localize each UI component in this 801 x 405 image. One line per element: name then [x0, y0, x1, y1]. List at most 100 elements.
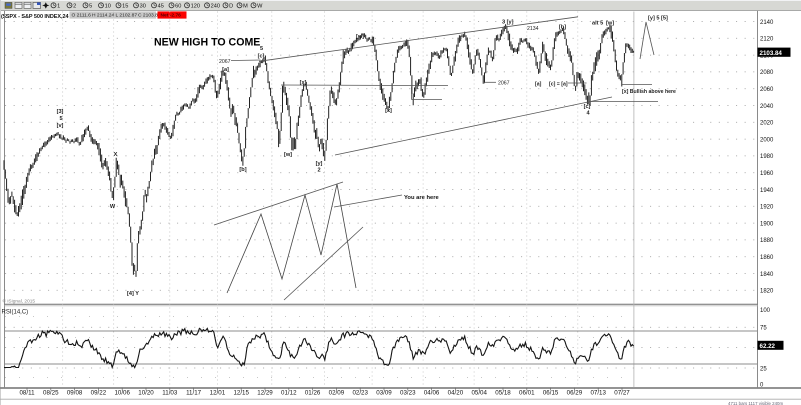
svg-text:[a]: [a] [535, 82, 542, 88]
svg-text:O 2111.6: O 2111.6 [72, 13, 92, 19]
svg-text:04/20: 04/20 [448, 390, 464, 397]
svg-text:1860: 1860 [760, 255, 774, 261]
svg-text:01/12: 01/12 [281, 390, 297, 397]
svg-text:2: 2 [317, 168, 320, 174]
svg-text:[w]: [w] [606, 21, 614, 27]
svg-text:alt 5: alt 5 [592, 21, 603, 27]
svg-text:10/20: 10/20 [138, 390, 154, 397]
svg-text:[c] = [a]: [c] = [a] [549, 82, 568, 88]
svg-text:60: 60 [175, 4, 181, 10]
svg-text:D: D [229, 4, 233, 10]
svg-text:[3]: [3] [57, 109, 64, 115]
svg-text:5: 5 [260, 46, 263, 52]
svg-text:07/27: 07/27 [614, 390, 630, 397]
svg-text:11/03: 11/03 [162, 390, 178, 397]
svg-text:01/26: 01/26 [305, 390, 321, 397]
svg-text:H 2114.24: H 2114.24 [92, 13, 114, 19]
svg-text:5: 5 [89, 4, 92, 10]
svg-text:240: 240 [211, 4, 220, 10]
svg-text:NEW HIGH TO COME: NEW HIGH TO COME [154, 37, 260, 49]
svg-text:[a]: [a] [222, 67, 229, 73]
svg-text:02/09: 02/09 [329, 390, 345, 397]
svg-text:30: 30 [140, 4, 146, 10]
svg-text:08/25: 08/25 [43, 390, 59, 397]
svg-text:03/09: 03/09 [376, 390, 392, 397]
svg-text:2067: 2067 [219, 59, 231, 65]
svg-text:Net -2.76: Net -2.76 [161, 13, 182, 19]
svg-text:[w]: [w] [284, 152, 292, 158]
svg-text:[y] 5 [5]: [y] 5 [5] [648, 16, 668, 22]
svg-text:09/22: 09/22 [91, 390, 107, 397]
svg-text:100: 100 [760, 308, 771, 314]
svg-text:[c]: [c] [584, 104, 591, 110]
svg-text:2080: 2080 [760, 70, 774, 76]
svg-text:06/01: 06/01 [519, 390, 535, 397]
svg-text:2067: 2067 [498, 80, 510, 86]
svg-text:120: 120 [191, 4, 200, 10]
svg-text:2140: 2140 [760, 20, 774, 26]
svg-text:62.22: 62.22 [760, 343, 776, 350]
svg-text:09/08: 09/08 [67, 390, 83, 397]
svg-text:© iSignal, 2015: © iSignal, 2015 [3, 298, 36, 305]
svg-text:06/15: 06/15 [543, 390, 559, 397]
svg-text:1940: 1940 [760, 188, 774, 194]
svg-text:2103.84: 2103.84 [760, 50, 783, 57]
svg-text:12/15: 12/15 [233, 390, 249, 397]
svg-text:2020: 2020 [760, 121, 774, 127]
svg-text:[x]: [x] [300, 80, 307, 86]
svg-text:06/29: 06/29 [567, 390, 583, 397]
svg-text:2000: 2000 [760, 137, 774, 143]
svg-text:1920: 1920 [760, 205, 774, 211]
svg-text:2040: 2040 [760, 104, 774, 110]
svg-text:[w]: [w] [356, 34, 364, 40]
svg-text:X: X [114, 152, 118, 158]
svg-text:08/11: 08/11 [19, 390, 35, 397]
svg-text:1960: 1960 [760, 171, 774, 177]
svg-text:1880: 1880 [760, 238, 774, 244]
svg-text:02/23: 02/23 [352, 390, 368, 397]
svg-text:4: 4 [586, 111, 590, 117]
svg-text:2060: 2060 [760, 87, 774, 93]
svg-text:05/18: 05/18 [495, 390, 511, 397]
svg-text:1820: 1820 [760, 289, 774, 295]
svg-text:2120: 2120 [760, 37, 774, 43]
svg-text:15: 15 [122, 4, 128, 10]
svg-text:3 [y]: 3 [y] [502, 20, 514, 26]
svg-text:W: W [110, 204, 116, 210]
svg-text:[4] Y: [4] Y [127, 291, 139, 297]
svg-text:25: 25 [760, 367, 767, 373]
svg-text:2134: 2134 [527, 26, 539, 32]
svg-text:4711 bars 1117 visible 240m: 4711 bars 1117 visible 240m [728, 401, 784, 405]
svg-text:L 2102.87: L 2102.87 [116, 13, 138, 19]
svg-text:12/01: 12/01 [210, 390, 226, 397]
svg-text:75: 75 [760, 326, 767, 332]
svg-text:RSI(14,C): RSI(14,C) [2, 310, 29, 316]
svg-text:You are here: You are here [404, 195, 439, 201]
svg-text:04/06: 04/06 [424, 390, 440, 397]
svg-text:05/04: 05/04 [471, 390, 487, 397]
svg-text:03/23: 03/23 [400, 390, 416, 397]
svg-text:1: 1 [57, 4, 60, 10]
svg-text:[x] Bullish above here: [x] Bullish above here [622, 89, 676, 95]
svg-text:[b]: [b] [239, 167, 246, 173]
svg-text:11/17: 11/17 [186, 390, 202, 397]
svg-text:[y]: [y] [316, 161, 323, 167]
svg-text:($SPX - S&P 500 INDEX,24: ($SPX - S&P 500 INDEX,24 [1, 14, 69, 20]
svg-text:[c]: [c] [258, 54, 265, 60]
svg-text:0: 0 [760, 383, 764, 389]
svg-text:[x]: [x] [385, 108, 392, 114]
svg-text:10/06: 10/06 [114, 390, 130, 397]
svg-text:[v]: [v] [57, 123, 64, 129]
svg-text:45: 45 [158, 4, 164, 10]
svg-text:10: 10 [105, 4, 111, 10]
svg-text:12/29: 12/29 [257, 390, 273, 397]
svg-text:W: W [257, 4, 263, 10]
svg-text:5: 5 [59, 116, 62, 122]
svg-text:1980: 1980 [760, 154, 774, 160]
svg-text:2: 2 [73, 4, 76, 10]
svg-text:[b]: [b] [559, 25, 566, 31]
svg-text:1840: 1840 [760, 272, 774, 278]
svg-text:1900: 1900 [760, 221, 774, 227]
svg-text:C 2103.84: C 2103.84 [138, 13, 161, 19]
svg-text:M: M [243, 4, 248, 10]
